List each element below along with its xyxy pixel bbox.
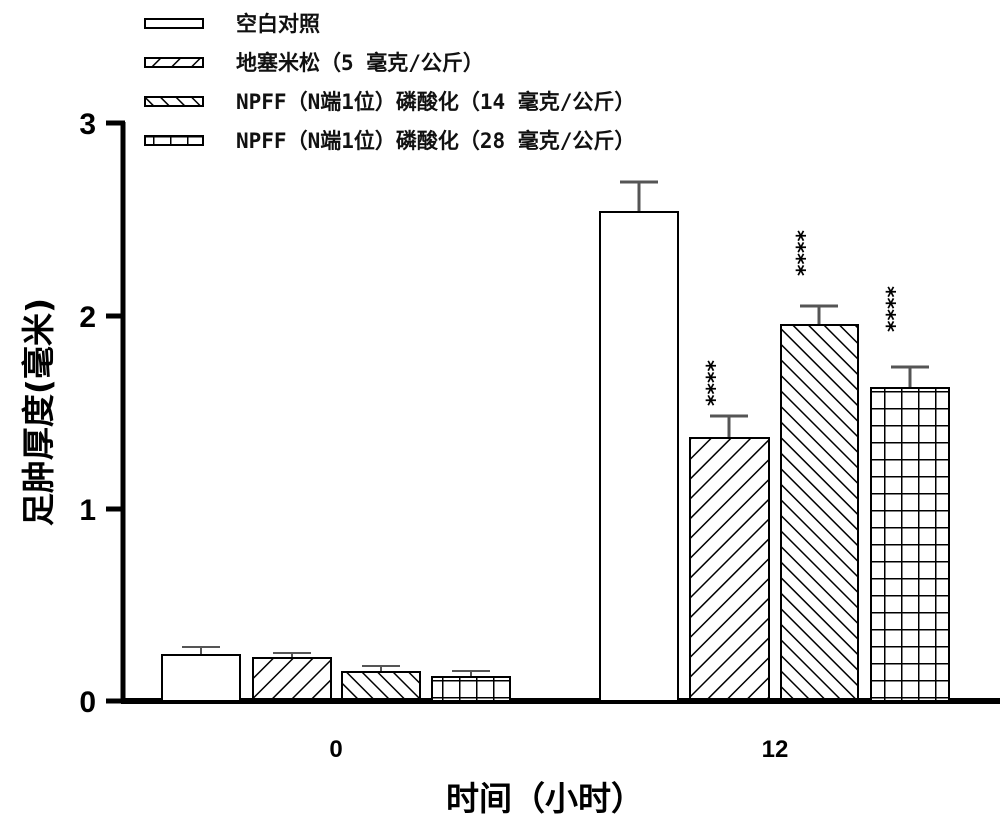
legend-label: 地塞米松（5 毫克/公斤）: [236, 51, 484, 75]
significance-marker: ****: [703, 360, 728, 407]
bar-dexamethasone-0h: [252, 657, 332, 702]
bar-control-12h: [599, 211, 679, 702]
bar-control-0h: [161, 654, 241, 702]
bar-group-0h: [161, 646, 511, 702]
legend-swatch-empty: [144, 18, 204, 29]
legend-label: 空白对照: [236, 12, 320, 36]
legend-item-npff-28: NPFF（N端1位）磷酸化（28 毫克/公斤）: [144, 129, 635, 153]
legend-swatch-grid: [144, 135, 204, 146]
y-tick-label: 0: [79, 686, 96, 719]
x-axis: 0 12 时间（小时）: [121, 698, 1000, 818]
x-category-label: 12: [762, 736, 789, 763]
legend-swatch-diag-up: [144, 57, 204, 68]
legend-swatch-diag-down: [144, 96, 204, 107]
bar-dexamethasone-12h: [689, 437, 770, 702]
legend-label: NPFF（N端1位）磷酸化（28 毫克/公斤）: [236, 129, 635, 153]
x-category-label: 0: [329, 736, 342, 763]
y-axis-title: 足肿厚度(毫米): [19, 298, 58, 526]
legend-label: NPFF（N端1位）磷酸化（14 毫克/公斤）: [236, 90, 635, 114]
legend-item-control: 空白对照: [144, 12, 320, 36]
legend-item-dexamethasone: 地塞米松（5 毫克/公斤）: [144, 51, 484, 75]
bar-group-12h: **** **** ****: [599, 180, 950, 702]
bar-npff28-12h: [870, 387, 950, 702]
bar-npff28-0h: [431, 676, 511, 702]
y-tick-label: 1: [79, 494, 96, 527]
significance-marker: ****: [793, 230, 818, 277]
bar-npff14-12h: [780, 324, 859, 702]
legend: 空白对照 地塞米松（5 毫克/公斤） NPFF（N端1位）磷酸化（14 毫克/公…: [144, 12, 635, 153]
bar-npff14-0h: [341, 671, 421, 702]
significance-marker: ****: [883, 286, 908, 333]
legend-item-npff-14: NPFF（N端1位）磷酸化（14 毫克/公斤）: [144, 90, 635, 114]
y-axis: 3 2 1 0 足肿厚度(毫米): [19, 108, 126, 719]
y-tick-label: 3: [79, 108, 96, 141]
y-tick-label: 2: [79, 301, 96, 334]
x-axis-title: 时间（小时）: [446, 779, 644, 818]
